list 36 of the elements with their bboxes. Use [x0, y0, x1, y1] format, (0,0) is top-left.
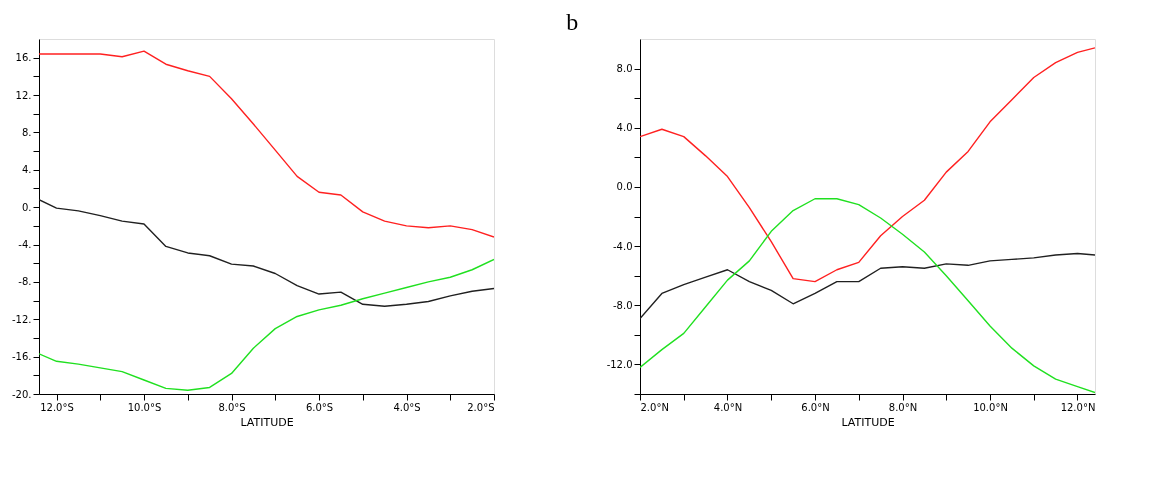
x-tick-label: 4.0°N — [713, 401, 743, 413]
line-series — [39, 50, 494, 238]
x-tick-label: 8.0°N — [888, 401, 918, 413]
y-tick-label: -4. — [18, 239, 32, 251]
x-tick-label: 6.0°N — [801, 401, 830, 413]
y-tick-label: -8.0 — [612, 299, 633, 311]
y-tick-label: 16. — [15, 52, 32, 64]
y-tick-label: -4.0 — [612, 240, 633, 252]
y-tick-label: 8.0 — [616, 63, 633, 75]
x-tick-label: 12.0°S — [40, 401, 74, 413]
line-series — [640, 47, 1095, 283]
x-tick-label: 10.0°S — [127, 401, 162, 413]
line-series — [39, 258, 494, 391]
x-axis-title: LATITUDE — [841, 415, 895, 429]
x-tick-label: 10.0°N — [973, 401, 1008, 413]
x-tick-label: 2.0°N — [640, 401, 669, 413]
y-tick-label: -16. — [11, 351, 32, 363]
line-series — [640, 252, 1095, 320]
y-tick-label: 0.0 — [616, 181, 633, 193]
x-tick-label: 2.0°S — [467, 401, 495, 413]
x-tick-label: 6.0°S — [305, 401, 334, 413]
y-tick-label: -12. — [11, 313, 32, 325]
y-tick-label: 4. — [21, 164, 32, 176]
x-tick-label: 4.0°S — [393, 401, 421, 413]
y-tick-label: -8. — [18, 276, 32, 288]
x-axis-title: LATITUDE — [240, 415, 294, 429]
line-series — [39, 198, 494, 307]
y-tick-label: 4.0 — [616, 122, 633, 134]
y-tick-label: 12. — [15, 89, 32, 101]
y-tick-label: 0. — [21, 201, 32, 213]
y-tick-label: 8. — [21, 126, 32, 138]
chart-title: b — [566, 9, 579, 35]
x-tick-label: 8.0°S — [218, 401, 246, 413]
y-tick-label: -20. — [11, 388, 32, 400]
y-tick-label: -12.0 — [606, 358, 633, 370]
x-tick-label: 12.0°N — [1060, 401, 1096, 413]
